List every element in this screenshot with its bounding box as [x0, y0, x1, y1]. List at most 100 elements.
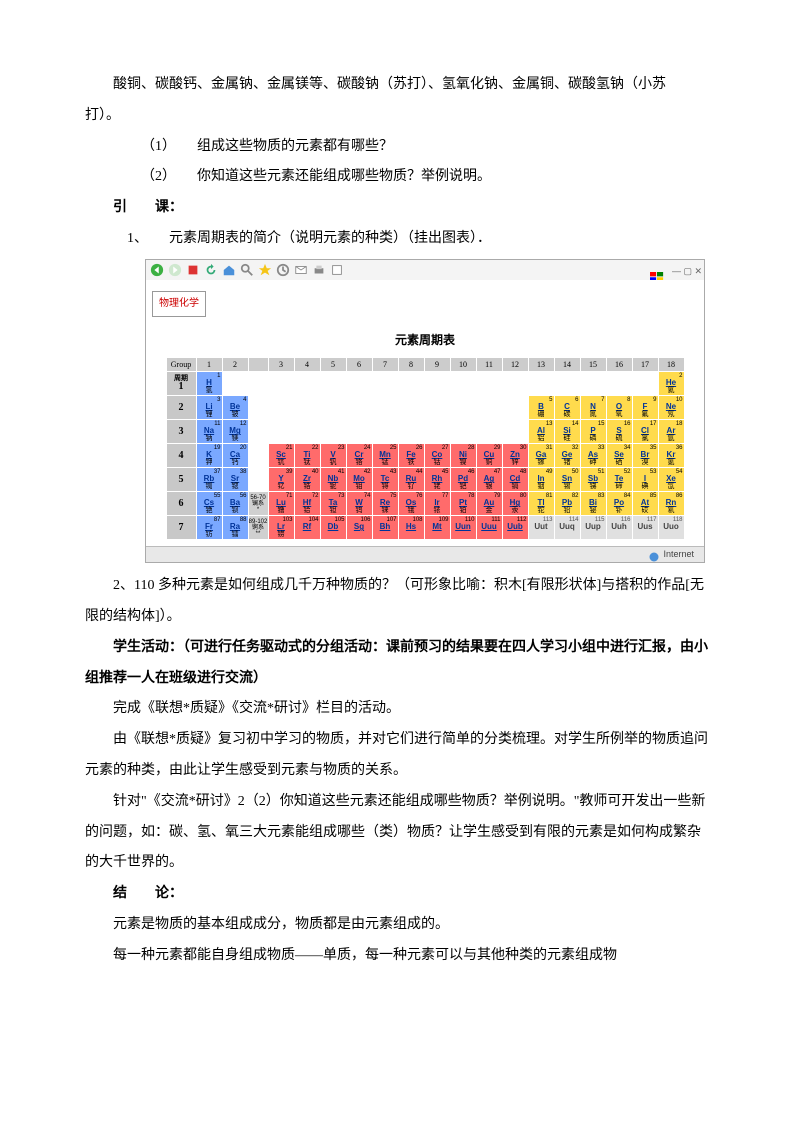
element-Sn[interactable]: 50Sn锡 — [554, 468, 580, 492]
element-Sr[interactable]: 38Sr锶 — [222, 468, 248, 492]
element-Ti[interactable]: 22Ti钛 — [294, 444, 320, 468]
element-Mo[interactable]: 42Mo钼 — [346, 468, 372, 492]
element-Db[interactable]: 105Db — [320, 516, 346, 540]
element-Hg[interactable]: 80Hg汞 — [502, 492, 528, 516]
element-Ir[interactable]: 77Ir铱 — [424, 492, 450, 516]
element-Au[interactable]: 79Au金 — [476, 492, 502, 516]
element-Uuo[interactable]: 118Uuo — [658, 516, 684, 540]
element-Ga[interactable]: 31Ga镓 — [528, 444, 554, 468]
stop-icon[interactable] — [186, 263, 200, 277]
element-Al[interactable]: 13Al铝 — [528, 420, 554, 444]
element-N[interactable]: 7N氮 — [580, 396, 606, 420]
element-Cs[interactable]: 55Cs铯 — [196, 492, 222, 516]
element-Li[interactable]: 3Li锂 — [196, 396, 222, 420]
element-Mg[interactable]: 12Mg镁 — [222, 420, 248, 444]
element-Co[interactable]: 27Co钴 — [424, 444, 450, 468]
element-Uuq[interactable]: 114Uuq — [554, 516, 580, 540]
element-O[interactable]: 8O氧 — [606, 396, 632, 420]
element-Mn[interactable]: 25Mn锰 — [372, 444, 398, 468]
element-Fr[interactable]: 87Fr钫 — [196, 516, 222, 540]
element-Sg[interactable]: 106Sg — [346, 516, 372, 540]
element-S[interactable]: 16S硫 — [606, 420, 632, 444]
element-B[interactable]: 5B硼 — [528, 396, 554, 420]
mail-icon[interactable] — [294, 263, 308, 277]
element-Rf[interactable]: 104Rf — [294, 516, 320, 540]
element-Zn[interactable]: 30Zn锌 — [502, 444, 528, 468]
element-Sc[interactable]: 21Sc钪 — [268, 444, 294, 468]
element-Sb[interactable]: 51Sb锑 — [580, 468, 606, 492]
element-Uut[interactable]: 113Uut — [528, 516, 554, 540]
element-Pb[interactable]: 82Pb铅 — [554, 492, 580, 516]
element-Rn[interactable]: 86Rn氡 — [658, 492, 684, 516]
element-Pt[interactable]: 78Pt铂 — [450, 492, 476, 516]
element-Uub[interactable]: 112Uub — [502, 516, 528, 540]
element-Rh[interactable]: 45Rh铑 — [424, 468, 450, 492]
element-He[interactable]: 2He氦 — [658, 372, 684, 396]
element-Y[interactable]: 39Y钇 — [268, 468, 294, 492]
element-Hs[interactable]: 108Hs — [398, 516, 424, 540]
element-Zr[interactable]: 40Zr锆 — [294, 468, 320, 492]
element-Xe[interactable]: 54Xe氙 — [658, 468, 684, 492]
element-W[interactable]: 74W钨 — [346, 492, 372, 516]
element-Ru[interactable]: 44Ru钌 — [398, 468, 424, 492]
element-Bi[interactable]: 83Bi铋 — [580, 492, 606, 516]
element-Uup[interactable]: 115Uup — [580, 516, 606, 540]
browser-tab[interactable]: 物理化学 — [152, 291, 206, 317]
element-Tl[interactable]: 81Tl铊 — [528, 492, 554, 516]
element-Be[interactable]: 4Be铍 — [222, 396, 248, 420]
element-Pd[interactable]: 46Pd钯 — [450, 468, 476, 492]
element-Cd[interactable]: 48Cd镉 — [502, 468, 528, 492]
element-Te[interactable]: 52Te碲 — [606, 468, 632, 492]
element-P[interactable]: 15P磷 — [580, 420, 606, 444]
element-At[interactable]: 85At砹 — [632, 492, 658, 516]
element-In[interactable]: 49In铟 — [528, 468, 554, 492]
window-controls[interactable]: — ▢ ✕ — [672, 262, 702, 282]
element-H[interactable]: 1H氢 — [196, 372, 222, 396]
element-Hf[interactable]: 72Hf铪 — [294, 492, 320, 516]
element-Lu[interactable]: 71Lu镥 — [268, 492, 294, 516]
fwd-icon[interactable] — [168, 263, 182, 277]
element-F[interactable]: 9F氟 — [632, 396, 658, 420]
element-Os[interactable]: 76Os锇 — [398, 492, 424, 516]
element-Se[interactable]: 34Se硒 — [606, 444, 632, 468]
element-Na[interactable]: 11Na钠 — [196, 420, 222, 444]
element-Nb[interactable]: 41Nb铌 — [320, 468, 346, 492]
search-icon[interactable] — [240, 263, 254, 277]
back-icon[interactable] — [150, 263, 164, 277]
element-Ba[interactable]: 56Ba钡 — [222, 492, 248, 516]
element-Ne[interactable]: 10Ne氖 — [658, 396, 684, 420]
element-Br[interactable]: 35Br溴 — [632, 444, 658, 468]
element-Cu[interactable]: 29Cu铜 — [476, 444, 502, 468]
element-Ag[interactable]: 47Ag银 — [476, 468, 502, 492]
element-Lr[interactable]: 103Lr铹 — [268, 516, 294, 540]
element-V[interactable]: 23V钒 — [320, 444, 346, 468]
element-Uuu[interactable]: 111Uuu — [476, 516, 502, 540]
element-Re[interactable]: 75Re铼 — [372, 492, 398, 516]
element-Kr[interactable]: 36Kr氪 — [658, 444, 684, 468]
element-Uun[interactable]: 110Uun — [450, 516, 476, 540]
element-Si[interactable]: 14Si硅 — [554, 420, 580, 444]
reload-icon[interactable] — [204, 263, 218, 277]
element-Ar[interactable]: 18Ar氩 — [658, 420, 684, 444]
element-Po[interactable]: 84Po钋 — [606, 492, 632, 516]
element-Uuh[interactable]: 116Uuh — [606, 516, 632, 540]
element-Tc[interactable]: 43Tc锝 — [372, 468, 398, 492]
element-Cr[interactable]: 24Cr铬 — [346, 444, 372, 468]
fav-icon[interactable] — [258, 263, 272, 277]
element-Bh[interactable]: 107Bh — [372, 516, 398, 540]
element-Ra[interactable]: 88Ra镭 — [222, 516, 248, 540]
element-Ta[interactable]: 73Ta钽 — [320, 492, 346, 516]
edit-icon[interactable] — [330, 263, 344, 277]
element-C[interactable]: 6C碳 — [554, 396, 580, 420]
element-I[interactable]: 53I碘 — [632, 468, 658, 492]
element-Cl[interactable]: 17Cl氯 — [632, 420, 658, 444]
element-Fe[interactable]: 26Fe铁 — [398, 444, 424, 468]
element-Rb[interactable]: 37Rb铷 — [196, 468, 222, 492]
element-Ge[interactable]: 32Ge锗 — [554, 444, 580, 468]
home-icon[interactable] — [222, 263, 236, 277]
history-icon[interactable] — [276, 263, 290, 277]
element-Ca[interactable]: 20Ca钙 — [222, 444, 248, 468]
print-icon[interactable] — [312, 263, 326, 277]
element-Mt[interactable]: 109Mt — [424, 516, 450, 540]
element-K[interactable]: 19K钾 — [196, 444, 222, 468]
